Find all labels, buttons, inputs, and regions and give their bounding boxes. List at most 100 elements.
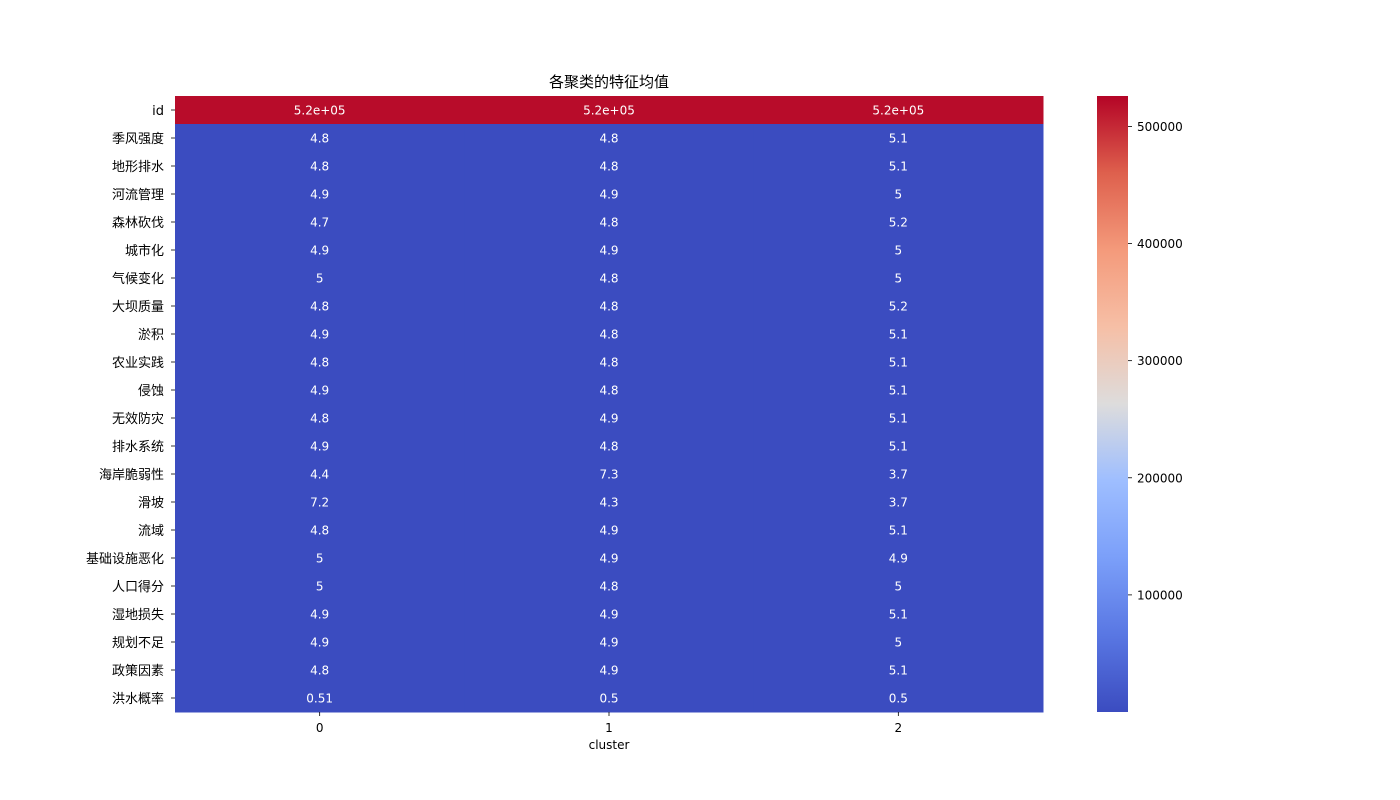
cell-annotation: 0.51 (306, 692, 333, 706)
heatmap-cell (175, 208, 465, 237)
heatmap-cell (464, 124, 755, 153)
x-tick-label: 0 (316, 721, 324, 735)
heatmap-cell (175, 376, 465, 405)
y-tick-label: 淤积 (138, 328, 164, 343)
heatmap-cell (175, 460, 465, 489)
y-tick-label: 人口得分 (112, 579, 164, 595)
cell-annotation: 5.2 (889, 216, 908, 230)
heatmap-cell (753, 348, 1044, 377)
colorbar-tick-label: 100000 (1137, 588, 1183, 602)
y-tick-label: 侵蚀 (138, 383, 164, 399)
heatmap-cell (175, 544, 465, 573)
heatmap-cell (464, 320, 755, 349)
colorbar-ticks: 100000 200000 300000 400000 500000 (1128, 120, 1183, 602)
y-tick-labels: id 季风强度地形排水河流管理森林砍伐城市化气候变化大坝质量淤积农业实践侵蚀无效防… (86, 104, 175, 707)
cell-annotation: 5 (895, 580, 903, 594)
heatmap-cell (753, 292, 1044, 321)
heatmap-cell (753, 432, 1044, 461)
heatmap-cell (464, 404, 755, 433)
cell-annotation: 4.8 (599, 272, 618, 286)
heatmap-cell (753, 656, 1044, 685)
y-tick-label: 大坝质量 (112, 300, 164, 315)
heatmap-cell (464, 348, 755, 377)
cell-annotation: 5.2 (889, 300, 908, 314)
cell-annotation: 4.9 (889, 552, 908, 566)
heatmap-cell (753, 404, 1044, 433)
cell-annotation: 5.2e+05 (294, 104, 346, 118)
heatmap-cell (464, 208, 755, 237)
heatmap-cell (753, 544, 1044, 573)
heatmap-cell (464, 684, 755, 713)
cell-annotation: 4.9 (310, 384, 329, 398)
heatmap-cell (464, 572, 755, 601)
y-tick-label: 海岸脆弱性 (99, 467, 164, 483)
heatmap-cell (753, 572, 1044, 601)
x-axis-label: cluster (589, 738, 630, 752)
heatmap-cell (175, 152, 465, 181)
y-tick-label: 规划不足 (112, 636, 164, 651)
heatmap-cell (464, 236, 755, 265)
cell-annotation: 4.8 (599, 300, 618, 314)
heatmap-cell (753, 628, 1044, 657)
colorbar-tick-label: 300000 (1137, 354, 1183, 368)
cell-annotation: 4.8 (310, 160, 329, 174)
heatmap-cell (175, 488, 465, 517)
cell-annotation: 4.9 (310, 608, 329, 622)
heatmap-cell (175, 124, 465, 153)
heatmap-cell (175, 348, 465, 377)
cell-annotation: 5.2e+05 (872, 104, 924, 118)
heatmap-cell (753, 516, 1044, 545)
y-tick-label: 排水系统 (112, 440, 164, 455)
cell-annotation: 4.8 (599, 356, 618, 370)
heatmap-cell (753, 460, 1044, 489)
cell-annotation: 4.9 (310, 244, 329, 258)
cell-annotation: 5.2e+05 (583, 104, 635, 118)
cell-annotation: 5.1 (889, 412, 908, 426)
heatmap-cell (464, 488, 755, 517)
cell-annotation: 7.3 (599, 468, 618, 482)
cell-annotation: 5.1 (889, 664, 908, 678)
heatmap-cell (175, 572, 465, 601)
heatmap-cell (175, 96, 465, 125)
y-tick-label: 河流管理 (112, 188, 164, 203)
heatmap-cell (753, 124, 1044, 153)
cell-annotation: 5 (316, 580, 324, 594)
cell-annotation: 5 (895, 244, 903, 258)
cell-annotation: 3.7 (889, 496, 908, 510)
heatmap-cell (464, 96, 755, 125)
cell-annotation: 7.2 (310, 496, 329, 510)
y-tick-label: 湿地损失 (112, 608, 164, 623)
cell-annotation: 0.5 (599, 692, 618, 706)
cell-annotation: 4.8 (310, 524, 329, 538)
cell-annotation: 4.9 (599, 552, 618, 566)
heatmap-cell (175, 432, 465, 461)
cell-annotation: 5 (895, 272, 903, 286)
cell-annotation: 4.9 (599, 524, 618, 538)
cell-annotation: 5 (895, 188, 903, 202)
y-tick-label: id (152, 104, 164, 119)
cell-annotation: 4.4 (310, 468, 329, 482)
cell-annotation: 5.1 (889, 160, 908, 174)
cell-annotation: 4.8 (310, 132, 329, 146)
chart-title: 各聚类的特征均值 (549, 73, 669, 91)
cell-annotation: 5.1 (889, 356, 908, 370)
y-tick-label: 城市化 (125, 243, 164, 259)
y-tick-label: 森林砍伐 (112, 216, 164, 231)
y-tick-label: 地形排水 (112, 160, 164, 175)
cell-annotation: 4.9 (310, 188, 329, 202)
cell-annotation: 4.9 (310, 636, 329, 650)
cell-annotation: 4.8 (310, 664, 329, 678)
y-tick-label: 农业实践 (112, 356, 164, 371)
cell-annotation: 5.1 (889, 132, 908, 146)
heatmap-cell (175, 404, 465, 433)
heatmap-cell (175, 656, 465, 685)
heatmap-cell (175, 516, 465, 545)
heatmap-cell (175, 236, 465, 265)
heatmap-cell (464, 432, 755, 461)
heatmap-cell (464, 628, 755, 657)
heatmap-cell (753, 180, 1044, 209)
heatmap-cell (753, 152, 1044, 181)
heatmap-cell (753, 376, 1044, 405)
cell-annotation: 4.9 (599, 188, 618, 202)
